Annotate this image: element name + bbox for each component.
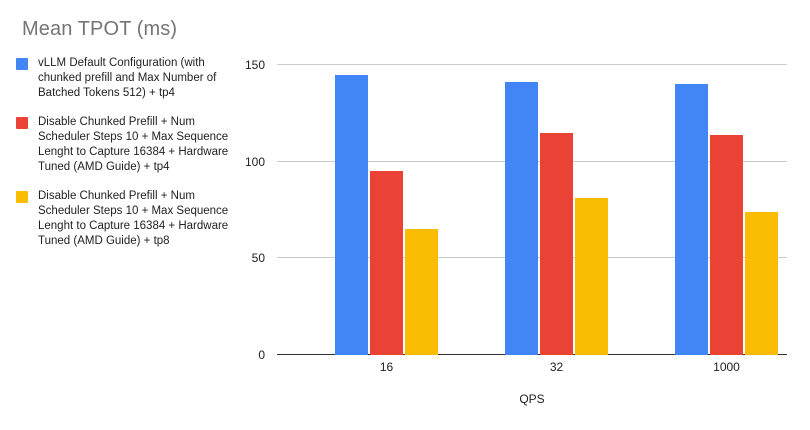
- bar-group: [675, 60, 778, 355]
- legend-item-label: vLLM Default Configuration (with chunked…: [38, 57, 217, 99]
- bar[interactable]: [370, 171, 403, 355]
- gridline: [277, 64, 787, 65]
- y-axis-tick-label: 150: [244, 58, 265, 72]
- bar-group: [505, 60, 608, 355]
- bar[interactable]: [335, 74, 368, 355]
- legend-color-swatch-icon: [16, 117, 28, 129]
- y-axis-tick-labels: 0 50 100 150: [0, 58, 277, 362]
- legend-color-swatch-icon: [16, 58, 28, 70]
- x-axis-tick-label: 1000: [713, 360, 740, 374]
- bar-group: [335, 60, 438, 355]
- bar[interactable]: [505, 82, 538, 355]
- x-axis-tick-label: 16: [379, 360, 394, 374]
- y-axis-tick-label: 100: [244, 154, 265, 169]
- legend-item[interactable]: Disable Chunked Prefill + Num Scheduler …: [16, 115, 238, 175]
- legend-item-label: Disable Chunked Prefill + Num Scheduler …: [38, 116, 229, 173]
- plot-area: 16 32 1000: [277, 60, 787, 374]
- chart-title: Mean TPOT (ms): [22, 18, 178, 40]
- x-axis-title: QPS: [519, 392, 545, 406]
- bar[interactable]: [675, 84, 708, 355]
- legend-color-swatch-icon: [16, 191, 28, 203]
- chart-legend: vLLM Default Configuration (with chunked…: [16, 56, 238, 263]
- bar[interactable]: [745, 211, 778, 355]
- x-axis-tick-label: 32: [549, 360, 564, 374]
- legend-item-label: Disable Chunked Prefill + Num Scheduler …: [38, 190, 229, 247]
- legend-item[interactable]: vLLM Default Configuration (with chunked…: [16, 56, 238, 101]
- y-axis-tick-label: 50: [251, 251, 265, 266]
- bar[interactable]: [540, 132, 573, 355]
- bar[interactable]: [710, 134, 743, 355]
- bar[interactable]: [405, 229, 438, 355]
- bar[interactable]: [575, 198, 608, 355]
- legend-item[interactable]: Disable Chunked Prefill + Num Scheduler …: [16, 189, 238, 249]
- y-axis-tick-label: 0: [258, 348, 265, 362]
